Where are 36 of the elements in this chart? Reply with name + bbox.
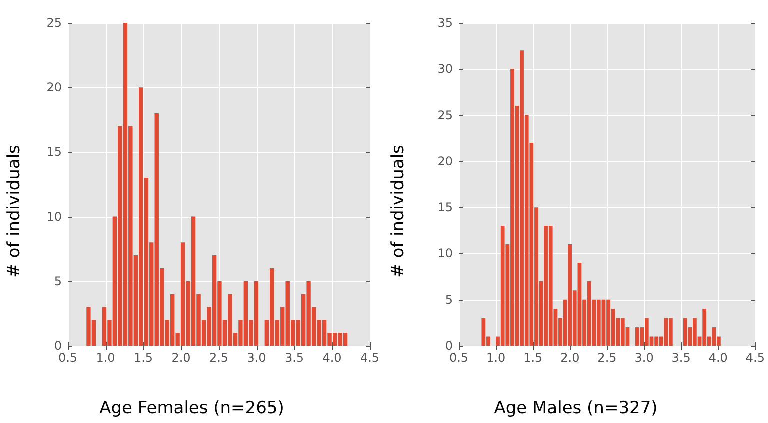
- x-tick-label: 1.0: [96, 351, 116, 365]
- x-tick-label: 2.5: [209, 351, 229, 365]
- x-tick-label: 2.0: [172, 351, 191, 365]
- y-tick-label: 30: [438, 62, 453, 76]
- x-tick-label: 1.5: [134, 351, 154, 365]
- x-tick-label: 4.0: [708, 351, 728, 365]
- y-tick-label: 20: [46, 80, 62, 95]
- y-tick-label: 20: [438, 154, 453, 168]
- x-axis-title: Age Males (n=327): [494, 398, 658, 418]
- x-axis-title: Age Females (n=265): [100, 398, 284, 418]
- y-tick-label: 15: [438, 200, 453, 215]
- y-tick-label: 25: [46, 16, 62, 30]
- y-tick-label: 0: [54, 339, 62, 353]
- x-tick-label: 4.5: [360, 351, 380, 365]
- x-tick-label: 2.5: [598, 351, 617, 365]
- y-tick-label: 5: [54, 274, 62, 288]
- x-tick-label: 0.5: [449, 351, 469, 365]
- x-tick-label: 2.0: [560, 351, 580, 365]
- y-tick-label: 25: [438, 108, 453, 122]
- x-tick-label: 0.5: [58, 351, 78, 365]
- x-tick-label: 3.0: [247, 351, 266, 365]
- y-axis-title: # of individuals: [4, 144, 24, 278]
- x-tick-label: 4.5: [746, 351, 766, 365]
- y-tick-label: 10: [438, 246, 453, 261]
- y-tick-label: 10: [46, 210, 62, 224]
- y-tick-label: 0: [445, 339, 453, 353]
- y-tick-label: 5: [445, 292, 453, 307]
- y-tick-label: 35: [438, 16, 453, 30]
- x-tick-label: 3.5: [284, 351, 304, 365]
- x-tick-label: 3.0: [634, 351, 654, 365]
- y-tick-label: 15: [46, 145, 62, 160]
- x-tick-label: 4.0: [322, 351, 342, 365]
- x-tick-label: 1.5: [524, 351, 543, 365]
- x-tick-label: 1.0: [486, 351, 506, 365]
- y-axis-title: # of individuals: [388, 144, 408, 278]
- x-tick-label: 3.5: [672, 351, 691, 365]
